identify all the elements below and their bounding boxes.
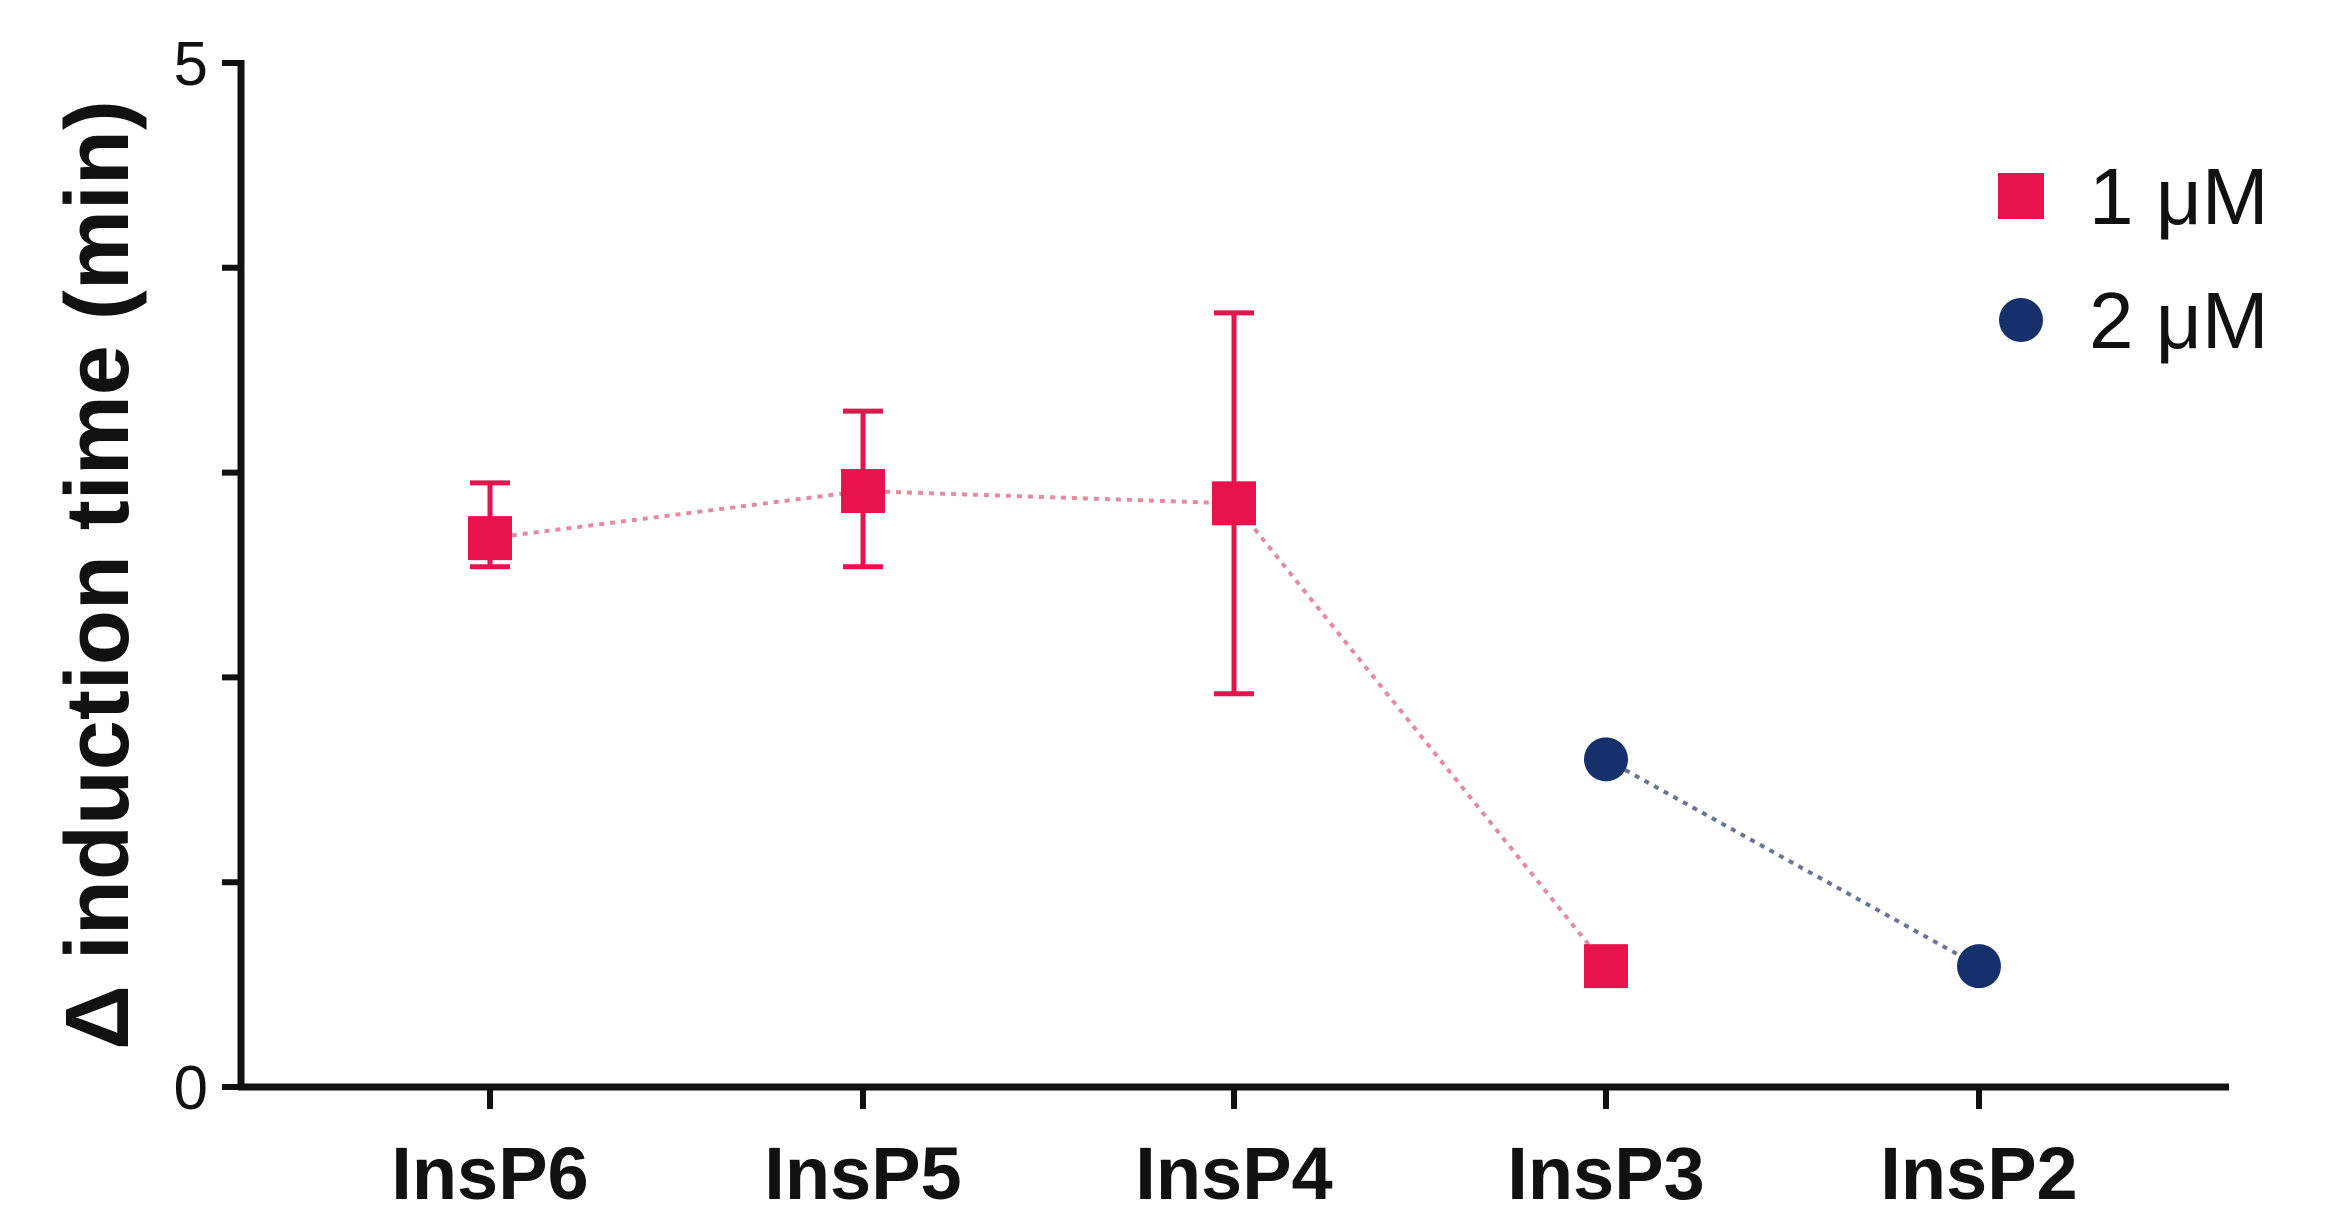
- legend-marker-1um: [1998, 173, 2044, 219]
- x-tick-label: InsP4: [1135, 1132, 1332, 1215]
- series-layer: [468, 310, 2001, 989]
- ticks-layer: 0 5 InsP6 InsP5 InsP4 InsP3 InsP2: [174, 30, 2078, 1215]
- x-tick-label: InsP2: [1880, 1132, 2077, 1215]
- legend-label-1um: 1 μM: [2089, 152, 2268, 241]
- series-line-segment: [862, 489, 1235, 506]
- y-axis-title: Δ induction time (min): [48, 100, 148, 1050]
- x-tick-label: InsP3: [1507, 1132, 1704, 1215]
- series-line-segment: [1605, 757, 1980, 968]
- legend-marker-2um: [1999, 298, 2043, 342]
- x-tick-label: InsP6: [391, 1132, 588, 1215]
- data-point-square: [468, 516, 512, 561]
- y-tick-label: 5: [174, 30, 208, 99]
- series-line-segment: [1232, 502, 1608, 968]
- x-tick-label: InsP5: [764, 1132, 961, 1215]
- y-tick-label: 0: [174, 1054, 208, 1123]
- data-point-circle: [1584, 737, 1628, 782]
- series-line-segment: [489, 489, 864, 541]
- legend: 1 μM 2 μM: [1998, 152, 2268, 365]
- data-point-square: [1212, 481, 1256, 526]
- data-point-circle: [1957, 944, 2001, 989]
- data-point-square: [841, 469, 885, 514]
- legend-label-2um: 2 μM: [2089, 276, 2268, 365]
- data-point-square: [1584, 944, 1628, 989]
